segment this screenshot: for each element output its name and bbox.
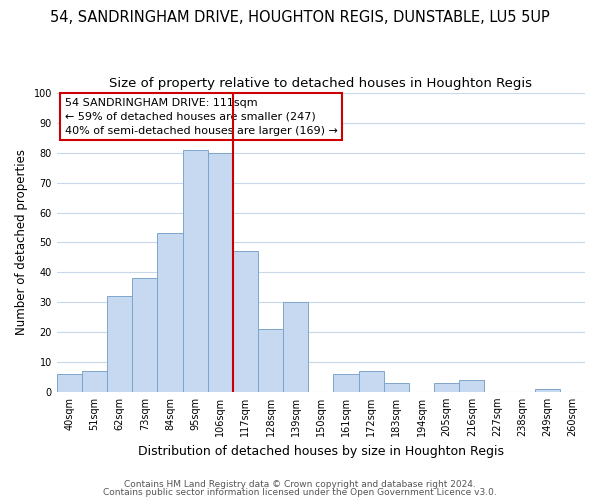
Bar xyxy=(434,383,459,392)
Bar xyxy=(82,371,107,392)
Text: Contains HM Land Registry data © Crown copyright and database right 2024.: Contains HM Land Registry data © Crown c… xyxy=(124,480,476,489)
Bar xyxy=(233,252,258,392)
Bar xyxy=(182,150,208,392)
Bar xyxy=(384,383,409,392)
Bar xyxy=(535,389,560,392)
Text: 54, SANDRINGHAM DRIVE, HOUGHTON REGIS, DUNSTABLE, LU5 5UP: 54, SANDRINGHAM DRIVE, HOUGHTON REGIS, D… xyxy=(50,10,550,25)
Bar xyxy=(258,329,283,392)
Bar xyxy=(208,153,233,392)
Bar xyxy=(57,374,82,392)
Bar xyxy=(283,302,308,392)
Bar xyxy=(157,234,182,392)
Bar xyxy=(107,296,132,392)
Bar xyxy=(359,371,384,392)
Text: Contains public sector information licensed under the Open Government Licence v3: Contains public sector information licen… xyxy=(103,488,497,497)
Bar xyxy=(459,380,484,392)
Bar xyxy=(334,374,359,392)
Y-axis label: Number of detached properties: Number of detached properties xyxy=(15,150,28,336)
Title: Size of property relative to detached houses in Houghton Regis: Size of property relative to detached ho… xyxy=(109,78,532,90)
Bar xyxy=(132,278,157,392)
X-axis label: Distribution of detached houses by size in Houghton Regis: Distribution of detached houses by size … xyxy=(138,444,504,458)
Text: 54 SANDRINGHAM DRIVE: 111sqm
← 59% of detached houses are smaller (247)
40% of s: 54 SANDRINGHAM DRIVE: 111sqm ← 59% of de… xyxy=(65,98,338,136)
